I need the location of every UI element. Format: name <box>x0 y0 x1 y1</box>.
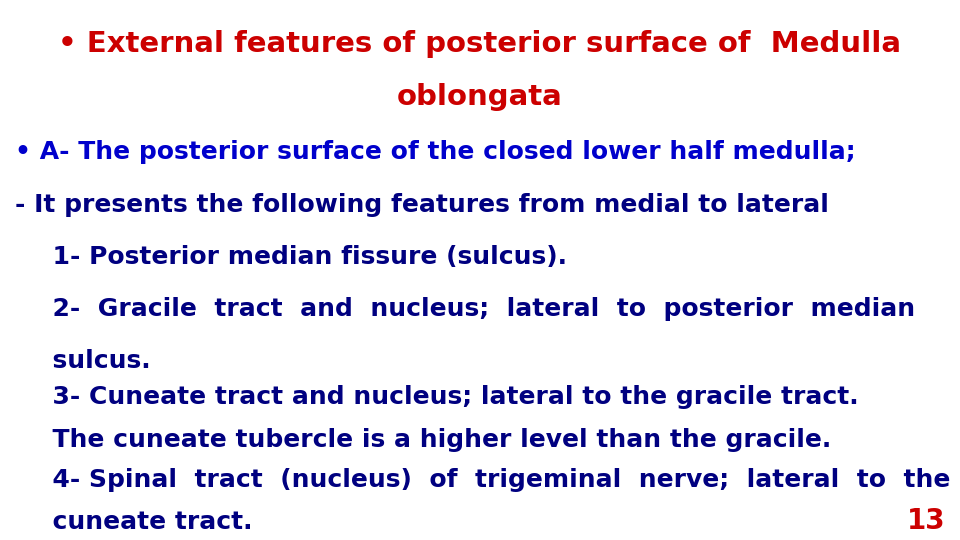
Text: 1- Posterior median fissure (sulcus).: 1- Posterior median fissure (sulcus). <box>35 245 567 269</box>
Text: The cuneate tubercle is a higher level than the gracile.: The cuneate tubercle is a higher level t… <box>35 428 831 452</box>
Text: 4- Spinal  tract  (nucleus)  of  trigeminal  nerve;  lateral  to  the: 4- Spinal tract (nucleus) of trigeminal … <box>35 468 950 492</box>
Text: • A- The posterior surface of the closed lower half medulla;: • A- The posterior surface of the closed… <box>15 140 855 164</box>
Text: 2-  Gracile  tract  and  nucleus;  lateral  to  posterior  median: 2- Gracile tract and nucleus; lateral to… <box>35 297 915 321</box>
Text: - It presents the following features from medial to lateral: - It presents the following features fro… <box>15 193 828 217</box>
Text: cuneate tract.: cuneate tract. <box>35 510 252 534</box>
Text: • External features of posterior surface of  Medulla: • External features of posterior surface… <box>59 30 901 58</box>
Text: sulcus.: sulcus. <box>35 349 151 373</box>
Text: oblongata: oblongata <box>397 83 563 111</box>
Text: 3- Cuneate tract and nucleus; lateral to the gracile tract.: 3- Cuneate tract and nucleus; lateral to… <box>35 385 858 409</box>
Text: 13: 13 <box>906 507 945 535</box>
